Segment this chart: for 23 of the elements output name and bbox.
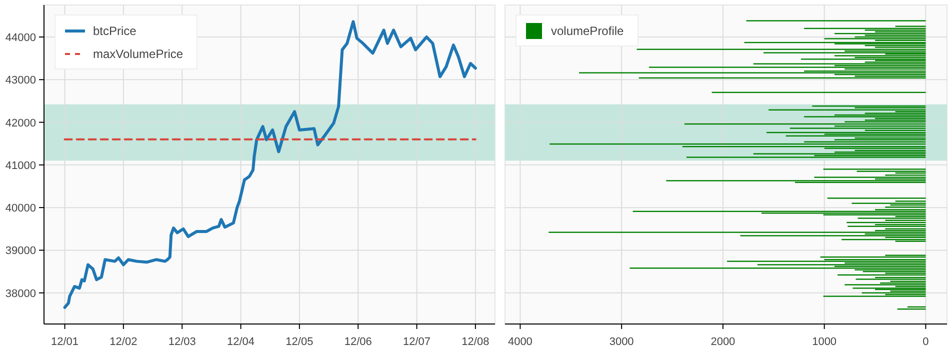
y-tick-label: 38000	[5, 288, 36, 300]
x-tick-label: 0	[922, 336, 929, 348]
y-tick-label: 39000	[5, 245, 36, 258]
x-tick-label: 4000	[508, 336, 532, 348]
y-tick-label: 44000	[5, 32, 36, 44]
x-tick-label: 12/02	[110, 336, 138, 348]
x-tick-label: 12/06	[344, 336, 372, 348]
x-tick-label: 3000	[609, 336, 634, 348]
x-tick-label: 12/04	[227, 336, 255, 348]
y-tick-label: 40000	[5, 202, 36, 215]
x-tick-label: 12/07	[403, 336, 431, 348]
x-tick-label: 12/08	[462, 336, 490, 348]
x-tick-label: 12/03	[168, 336, 196, 348]
x-tick-label: 12/01	[51, 336, 79, 348]
legend-label: maxVolumePrice	[93, 47, 184, 61]
y-tick-label: 43000	[5, 74, 36, 87]
x-tick-label: 1000	[812, 336, 837, 348]
legend-label: btcPrice	[93, 24, 137, 38]
y-tick-label: 41000	[5, 160, 36, 172]
legend-label: volumeProfile	[551, 24, 624, 38]
x-tick-label: 12/05	[286, 336, 314, 348]
y-tick-label: 42000	[5, 117, 36, 130]
x-tick-label: 2000	[710, 336, 736, 348]
